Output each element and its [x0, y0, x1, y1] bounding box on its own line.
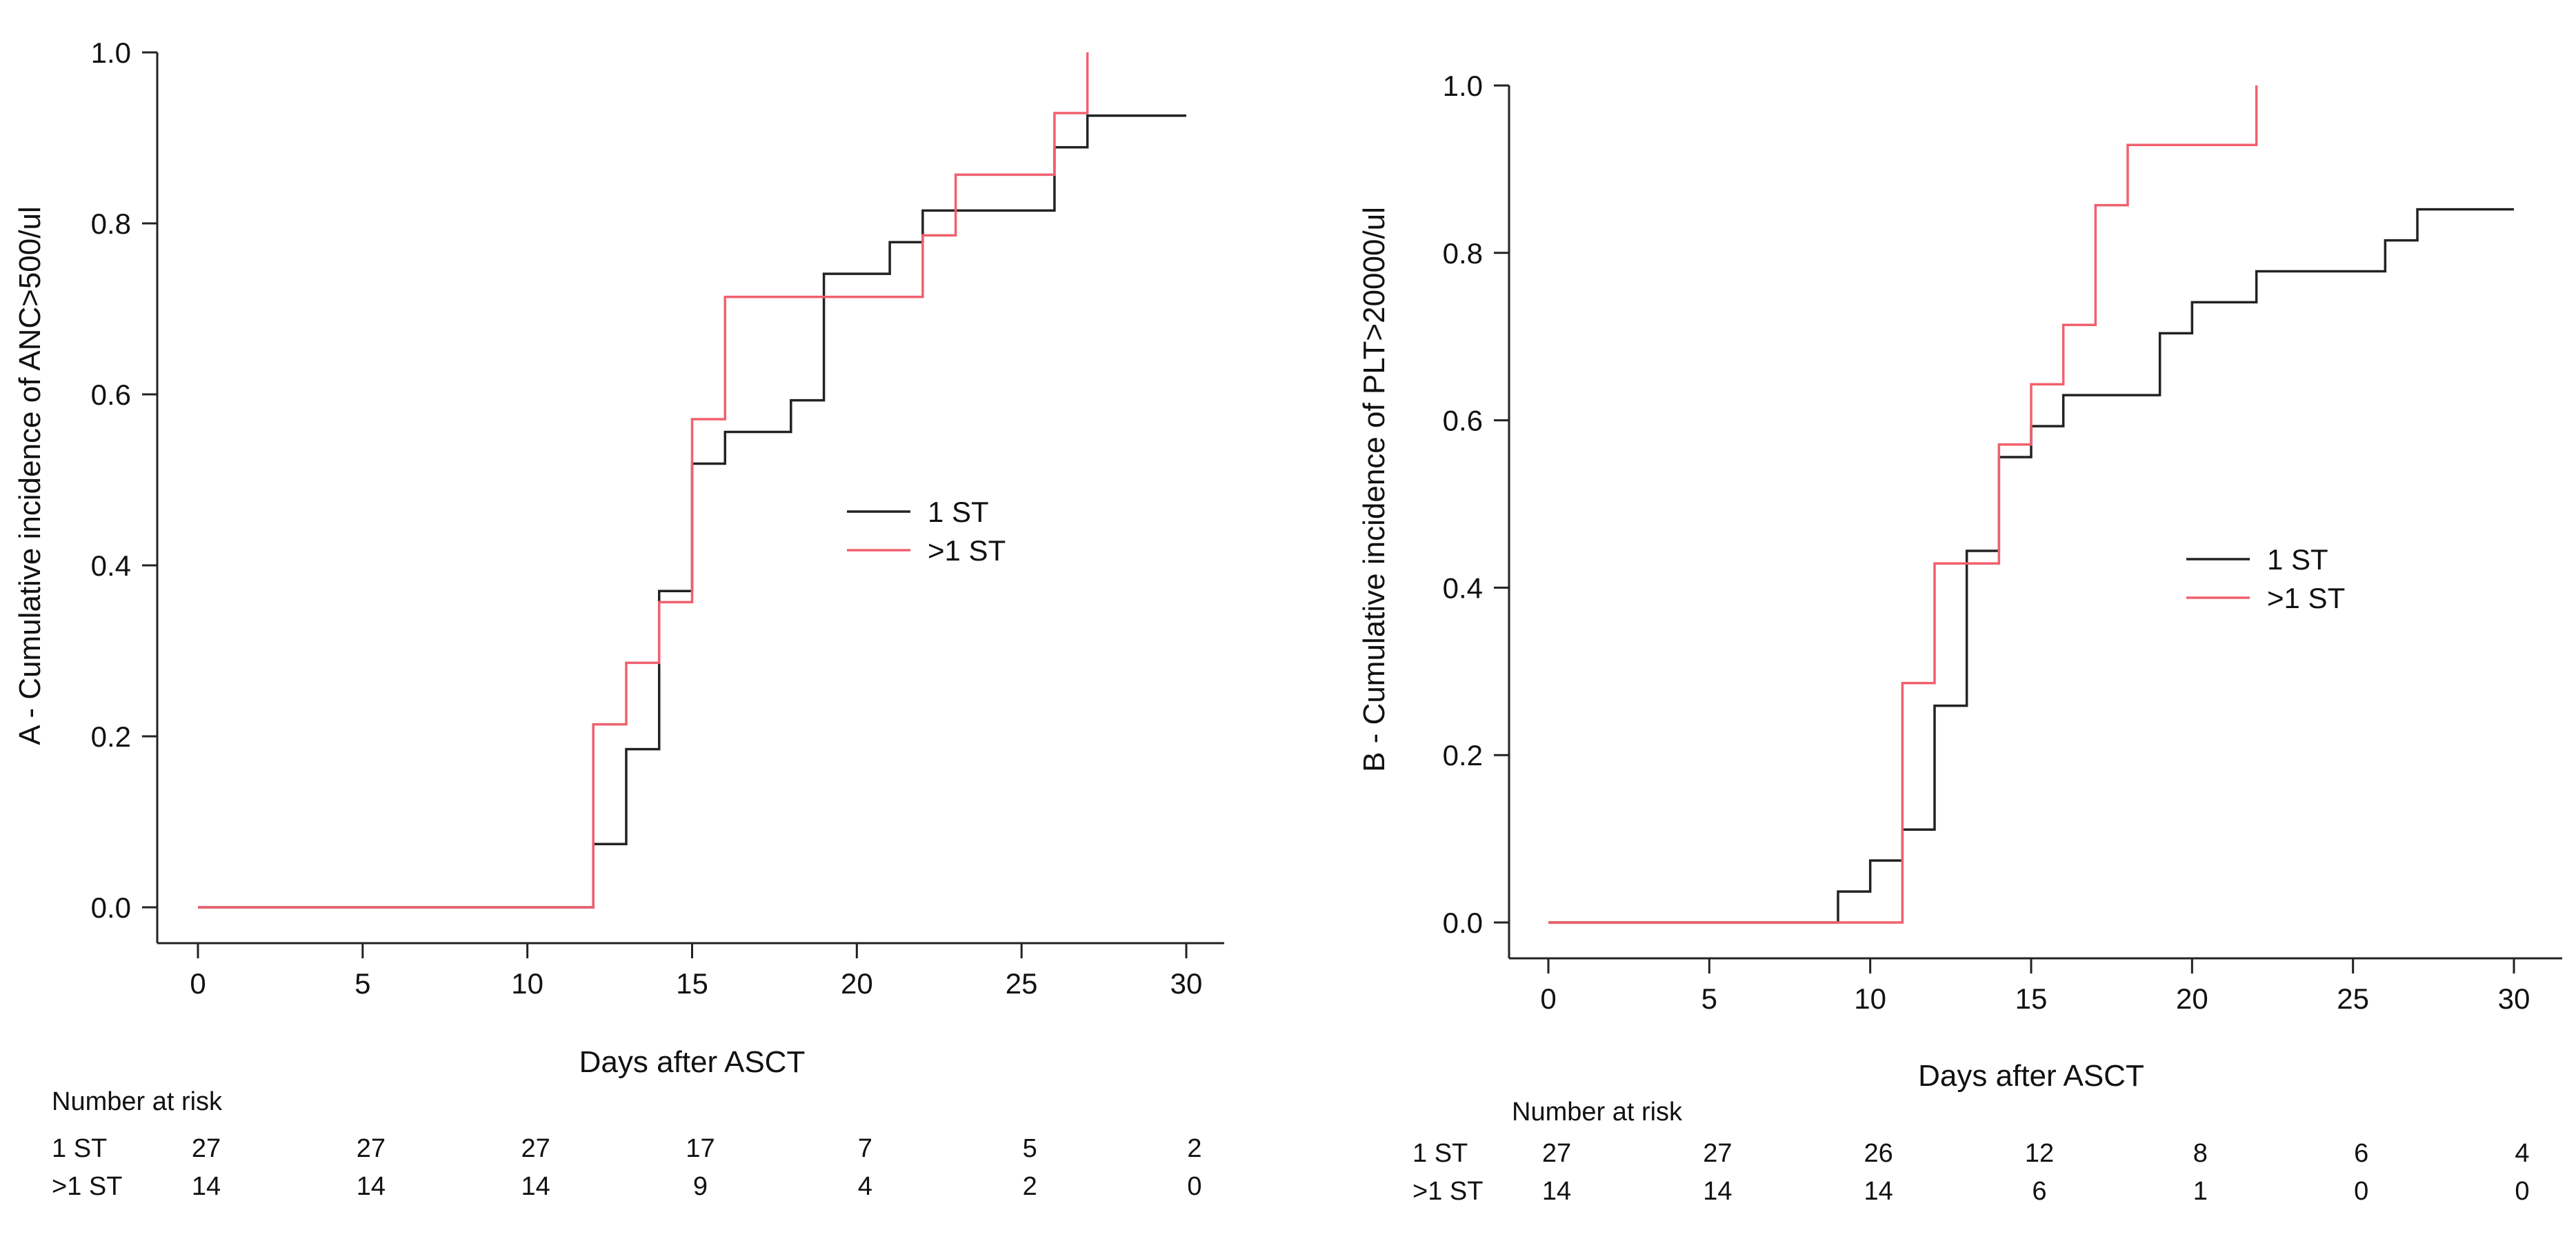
risk-count: 1: [2193, 1177, 2208, 1206]
x-tick-label: 5: [355, 967, 370, 1000]
y-tick-label: 0.0: [91, 891, 131, 924]
x-tick-label: 0: [190, 967, 206, 1000]
x-axis-label: Days after ASCT: [579, 1045, 806, 1079]
risk-count: 4: [2515, 1139, 2529, 1168]
x-tick-label: 30: [2498, 982, 2530, 1015]
risk-row-label: >1 ST: [52, 1172, 122, 1201]
x-tick-label: 20: [2176, 982, 2208, 1015]
y-tick-label: 0.8: [91, 208, 131, 240]
y-tick-label: 0.8: [1443, 237, 1483, 270]
risk-table-title: Number at risk: [52, 1087, 223, 1116]
y-axis-label: A - Cumulative incidence of ANC>500/ul: [13, 206, 47, 745]
x-tick-label: 15: [2015, 982, 2048, 1015]
risk-table-title: Number at risk: [1512, 1098, 1683, 1127]
x-tick-label: 10: [1854, 982, 1886, 1015]
x-tick-label: 25: [1006, 967, 1038, 1000]
y-tick-label: 0.4: [91, 549, 131, 582]
x-axis-label: Days after ASCT: [1918, 1059, 2144, 1093]
x-tick-label: 30: [1170, 967, 1203, 1000]
risk-row-label: 1 ST: [52, 1134, 107, 1163]
risk-row-label: 1 ST: [1412, 1139, 1468, 1168]
y-tick-label: 1.0: [91, 37, 131, 69]
x-tick-label: 20: [841, 967, 873, 1000]
risk-count: 26: [1864, 1139, 1893, 1168]
risk-count: 7: [858, 1134, 872, 1163]
risk-count: 6: [2354, 1139, 2368, 1168]
y-axis-label: B - Cumulative incidence of PLT>20000/ul: [1357, 207, 1391, 772]
y-tick-label: 0.2: [91, 720, 131, 753]
series-line-gt1st: [198, 52, 1089, 909]
risk-count: 14: [521, 1172, 550, 1201]
y-tick-label: 0.4: [1443, 572, 1483, 604]
y-tick-label: 0.2: [1443, 739, 1483, 771]
series-line-gt1st: [1548, 85, 2258, 924]
legend-label: >1 ST: [928, 534, 1006, 567]
legend-label: 1 ST: [2267, 543, 2328, 576]
series-line-1st: [198, 114, 1186, 909]
x-tick-label: 5: [1701, 982, 1717, 1015]
risk-count: 5: [1023, 1134, 1037, 1163]
x-tick-label: 0: [1540, 982, 1556, 1015]
series-line-1st: [1548, 208, 2514, 924]
risk-count: 27: [521, 1134, 550, 1163]
risk-count: 27: [1703, 1139, 1732, 1168]
risk-count: 14: [357, 1172, 386, 1201]
y-tick-label: 0.0: [1443, 907, 1483, 939]
x-tick-label: 15: [676, 967, 708, 1000]
risk-count: 27: [357, 1134, 386, 1163]
risk-count: 17: [686, 1134, 715, 1163]
risk-count: 4: [858, 1172, 872, 1201]
risk-count: 12: [2025, 1139, 2054, 1168]
risk-count: 2: [1023, 1172, 1037, 1201]
x-tick-label: 10: [511, 967, 543, 1000]
risk-count: 14: [1542, 1177, 1571, 1206]
risk-count: 27: [192, 1134, 221, 1163]
risk-count: 14: [1703, 1177, 1732, 1206]
risk-count: 9: [693, 1172, 708, 1201]
risk-count: 6: [2032, 1177, 2046, 1206]
risk-count: 8: [2193, 1139, 2208, 1168]
risk-count: 14: [192, 1172, 221, 1201]
risk-count: 0: [1187, 1172, 1201, 1201]
risk-count: 0: [2354, 1177, 2368, 1206]
y-tick-label: 0.6: [1443, 405, 1483, 437]
risk-count: 27: [1542, 1139, 1571, 1168]
risk-row-label: >1 ST: [1412, 1177, 1483, 1206]
legend-label: 1 ST: [928, 496, 989, 528]
risk-count: 0: [2515, 1177, 2529, 1206]
y-tick-label: 0.6: [91, 379, 131, 411]
risk-count: 14: [1864, 1177, 1893, 1206]
legend-label: >1 ST: [2267, 582, 2345, 614]
risk-count: 2: [1187, 1134, 1201, 1163]
y-tick-label: 1.0: [1443, 70, 1483, 102]
x-tick-label: 25: [2337, 982, 2369, 1015]
